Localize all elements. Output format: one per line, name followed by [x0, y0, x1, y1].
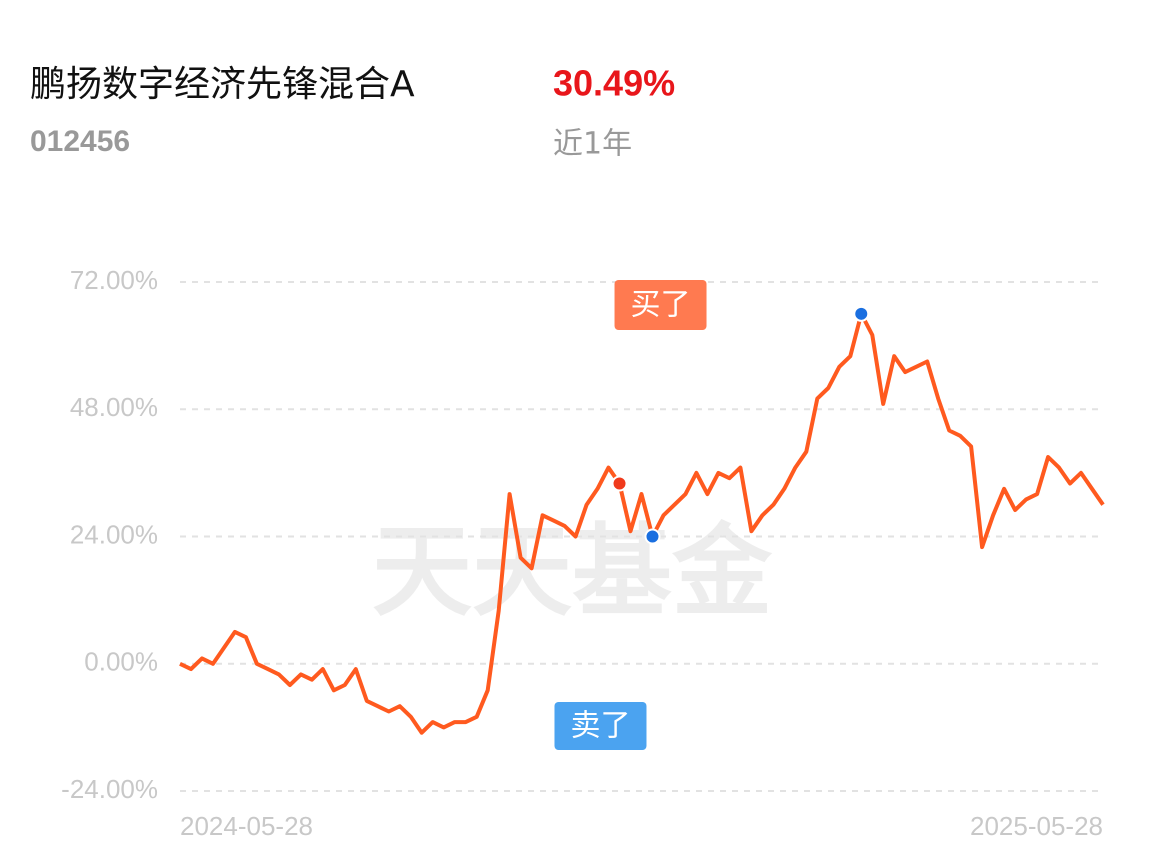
sell-tag: 卖了 [570, 709, 630, 744]
period: 近1年 [553, 127, 632, 162]
y-tick-label: 0.00% [84, 647, 158, 677]
fund-name: 鹏扬数字经济先锋混合A [30, 64, 415, 105]
fund-code: 012456 [30, 125, 130, 158]
sell-tag-box [554, 702, 647, 750]
return-value: 30.49% [553, 63, 675, 104]
watermark: 天天基金 [372, 512, 773, 630]
peak-dot [853, 305, 870, 322]
y-tick-label: 24.00% [70, 519, 158, 549]
y-tick-label: 72.00% [70, 265, 158, 295]
sell-dot [644, 528, 661, 545]
buy-dot [611, 475, 628, 492]
x-tick-label: 2024-05-28 [180, 811, 313, 841]
y-tick-label: 48.00% [70, 392, 158, 422]
fund-line [179, 311, 1105, 735]
y-tick-label: -24.00% [61, 774, 158, 804]
buy-tag: 买了 [631, 288, 691, 323]
x-tick-label: 2025-05-28 [970, 811, 1103, 841]
buy-tag-box [614, 280, 707, 330]
